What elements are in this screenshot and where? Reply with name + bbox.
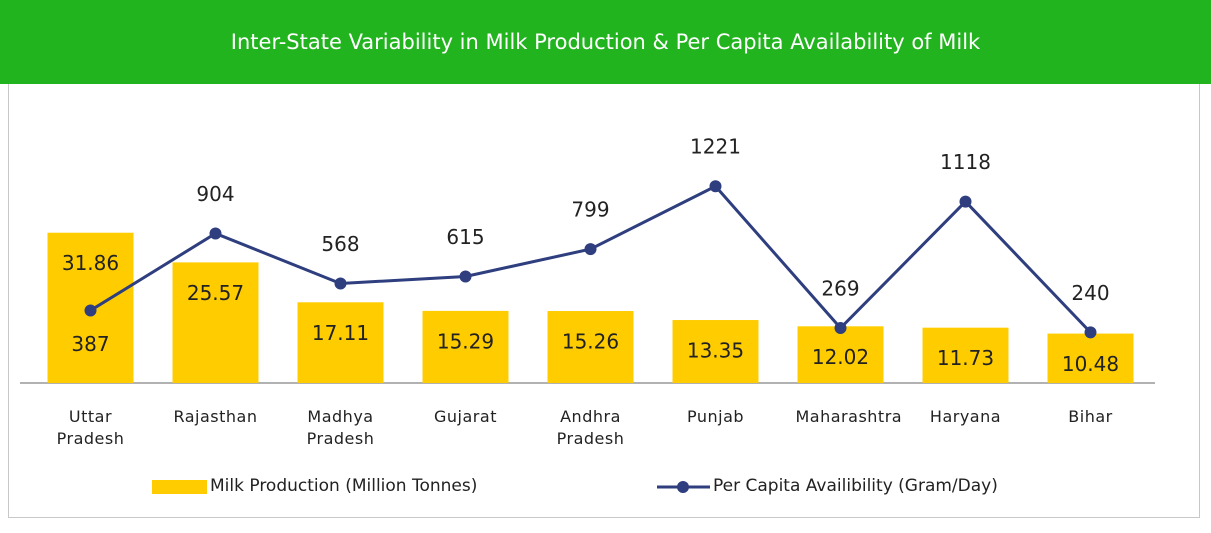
line-value-label: 568 — [321, 232, 359, 256]
line-value-label: 904 — [196, 182, 234, 206]
legend-swatch-bar — [152, 480, 207, 494]
bar — [672, 320, 759, 383]
bar — [297, 302, 384, 383]
bar-value-label: 17.11 — [312, 321, 369, 345]
line-value-label: 1118 — [940, 150, 991, 174]
x-tick-label: Punjab — [686, 407, 745, 426]
legend-label: Milk Production (Million Tonnes) — [210, 476, 478, 496]
bar — [797, 326, 884, 383]
line-value-label: 799 — [571, 198, 609, 222]
line-marker — [709, 180, 722, 193]
bar — [547, 311, 634, 383]
bar-value-label: 13.35 — [687, 339, 744, 363]
x-tick-label: Rajasthan — [173, 407, 258, 426]
legend-swatch-marker — [677, 481, 689, 493]
line-value-label: 269 — [821, 277, 859, 301]
bar-value-label: 10.48 — [1062, 352, 1119, 376]
legend-label: Per Capita Availibility (Gram/Day) — [713, 476, 998, 496]
x-tick-label: Haryana — [929, 407, 1002, 426]
bar — [422, 310, 509, 383]
bar-value-label: 31.86 — [62, 251, 119, 275]
x-tick-label: Madhya Pradesh — [306, 407, 375, 448]
line-value-label: 387 — [71, 332, 109, 356]
line-value-label: 1221 — [690, 135, 741, 159]
x-tick-label: Maharashtra — [795, 407, 903, 426]
bar-value-label: 12.02 — [812, 345, 869, 369]
x-tick-label: Bihar — [1068, 407, 1113, 426]
line-marker — [1084, 326, 1097, 339]
bar — [922, 327, 1009, 383]
bar — [172, 262, 259, 383]
bar-value-label: 15.29 — [437, 329, 494, 353]
line-marker — [459, 270, 472, 283]
line-marker — [584, 243, 597, 256]
line-marker — [959, 195, 972, 208]
line-value-label: 240 — [1071, 281, 1109, 305]
bar — [1047, 333, 1134, 383]
line-marker — [834, 322, 847, 335]
bar-value-label: 11.73 — [937, 346, 994, 370]
x-tick-label: Gujarat — [434, 407, 497, 426]
line-marker — [84, 304, 97, 317]
line-value-label: 615 — [446, 225, 484, 249]
x-tick-label: Andhra Pradesh — [556, 407, 625, 448]
line-marker — [209, 227, 222, 240]
bar-value-label: 15.26 — [562, 330, 619, 354]
chart-title: Inter-State Variability in Milk Producti… — [0, 0, 1211, 84]
line-marker — [334, 277, 347, 290]
bar-value-label: 25.57 — [187, 281, 244, 305]
x-tick-label: Uttar Pradesh — [56, 407, 125, 448]
